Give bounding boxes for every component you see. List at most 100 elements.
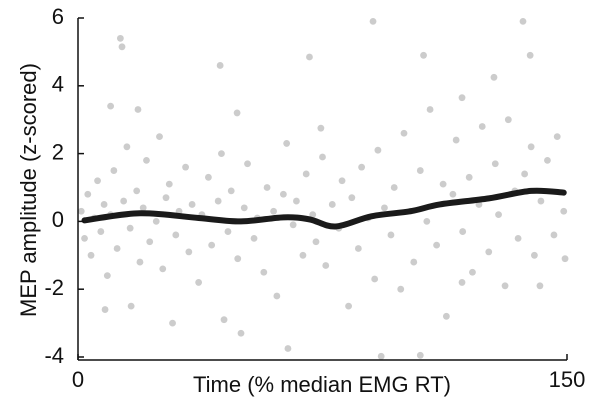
scatter-point bbox=[527, 143, 535, 151]
scatter-point bbox=[270, 207, 277, 215]
scatter-point bbox=[220, 316, 228, 324]
scatter-point bbox=[397, 285, 405, 293]
scatter-point bbox=[116, 34, 124, 42]
scatter-point bbox=[459, 228, 467, 235]
scatter-point bbox=[205, 173, 212, 181]
scatter-point bbox=[319, 153, 326, 161]
scatter-point bbox=[182, 163, 189, 171]
scatter-point bbox=[77, 207, 85, 215]
scatter-point bbox=[458, 94, 466, 102]
x-axis-label: Time (% median EMG RT) bbox=[193, 372, 451, 397]
scatter-point bbox=[94, 177, 101, 185]
scatter-point bbox=[358, 163, 366, 171]
scatter-point bbox=[156, 133, 163, 141]
scatter-point bbox=[309, 211, 317, 219]
scatter-point bbox=[416, 167, 424, 174]
scatter-point bbox=[491, 160, 499, 168]
scatter-point bbox=[240, 204, 248, 212]
scatter-point bbox=[420, 51, 427, 59]
scatter-point bbox=[400, 129, 408, 137]
scatter-point bbox=[442, 312, 450, 320]
scatter-point bbox=[139, 204, 147, 212]
scatter-point bbox=[283, 140, 291, 147]
scatter-point bbox=[208, 241, 216, 249]
scatter-point bbox=[458, 279, 466, 286]
scatter-point bbox=[107, 102, 114, 110]
scatter-point bbox=[550, 231, 558, 239]
scatter-point bbox=[390, 184, 398, 191]
scatter-point bbox=[369, 17, 377, 25]
scatter-point bbox=[553, 133, 561, 141]
scatter-point bbox=[377, 352, 385, 360]
x-tick-label: 150 bbox=[549, 367, 586, 392]
scatter-point bbox=[439, 180, 447, 188]
scatter-point bbox=[433, 241, 440, 249]
scatter-point bbox=[123, 143, 131, 151]
scatter-point bbox=[233, 109, 241, 117]
scatter-point bbox=[501, 282, 509, 290]
scatter-point bbox=[410, 258, 418, 266]
scatter-point bbox=[317, 124, 325, 132]
scatter-point bbox=[387, 231, 395, 239]
scatter-point bbox=[449, 190, 457, 198]
scatter-point bbox=[279, 190, 287, 198]
scatter-point bbox=[250, 234, 258, 242]
scatter-point bbox=[134, 106, 142, 113]
scatter-point bbox=[452, 136, 460, 144]
scatter-point bbox=[273, 292, 281, 300]
scatter-point bbox=[381, 204, 388, 212]
scatter-point bbox=[289, 221, 297, 229]
scatter-point bbox=[302, 170, 310, 178]
scatter-point bbox=[224, 228, 232, 235]
scatter-point bbox=[195, 279, 203, 286]
scatter-point bbox=[237, 329, 245, 337]
scatter-point bbox=[152, 218, 160, 225]
scatter-point bbox=[126, 224, 134, 232]
scatter-point bbox=[244, 160, 251, 168]
scatter-point bbox=[214, 197, 222, 205]
scatter-point bbox=[127, 302, 135, 310]
scatter-point bbox=[218, 150, 225, 158]
scatter-point bbox=[519, 17, 527, 25]
scatter-point bbox=[322, 262, 330, 269]
scatter-point bbox=[544, 156, 551, 164]
scatter-point bbox=[216, 62, 224, 69]
scatter-point bbox=[312, 238, 320, 246]
scatter-point bbox=[172, 231, 180, 239]
scatter-point bbox=[284, 345, 292, 352]
scatter-point bbox=[354, 245, 362, 252]
scatter-point bbox=[416, 351, 424, 359]
scatter-point bbox=[536, 282, 544, 290]
y-tick-label: 6 bbox=[52, 4, 64, 29]
scatter-point bbox=[136, 258, 144, 266]
scatter-point bbox=[478, 123, 486, 130]
scatter-point bbox=[560, 207, 568, 215]
scatter-point bbox=[465, 173, 473, 181]
scatter-point bbox=[345, 302, 352, 310]
scatter-point bbox=[423, 218, 431, 225]
y-tick-label: 0 bbox=[52, 207, 64, 232]
scatter-point bbox=[81, 234, 88, 242]
scatter-point bbox=[306, 53, 313, 61]
scatter-point bbox=[293, 197, 300, 205]
scatter-point bbox=[263, 184, 271, 191]
scatter-point bbox=[299, 251, 307, 259]
scatter-point bbox=[338, 177, 346, 185]
scatter-point bbox=[514, 234, 522, 242]
scatter-point bbox=[97, 228, 105, 235]
scatter-point bbox=[146, 238, 154, 246]
scatter-point bbox=[490, 73, 498, 81]
scatter-point bbox=[100, 201, 108, 208]
scatter-point bbox=[118, 43, 126, 51]
scatter-point bbox=[537, 197, 545, 205]
scatter-point bbox=[531, 251, 538, 259]
scatter-point bbox=[234, 255, 242, 263]
scatter-point bbox=[87, 251, 95, 259]
scatter-point bbox=[84, 190, 92, 198]
scatter-point bbox=[504, 116, 512, 124]
scatter-point bbox=[374, 146, 382, 154]
scatter-point bbox=[485, 248, 493, 256]
scatter-point bbox=[561, 255, 569, 263]
scatter-point bbox=[227, 187, 235, 195]
